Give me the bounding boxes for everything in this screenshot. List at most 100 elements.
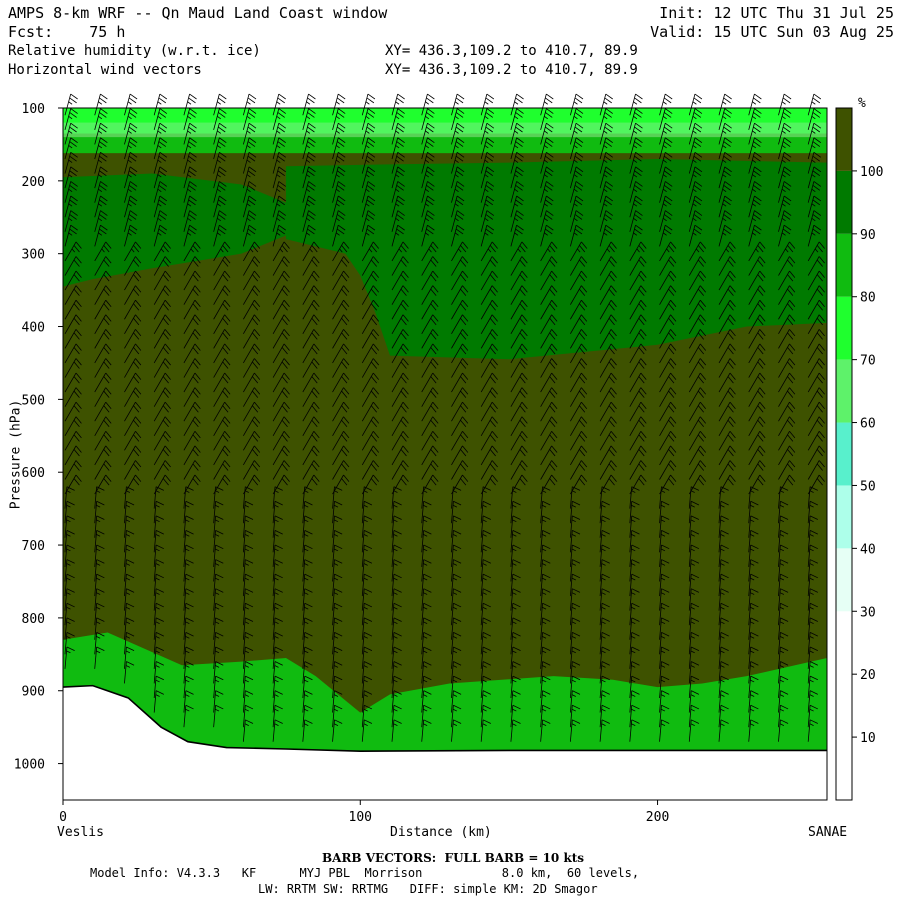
wind-barb	[778, 431, 796, 451]
wind-barb	[64, 559, 75, 582]
wind-barb	[124, 329, 142, 349]
wind-barb	[659, 661, 670, 684]
wind-barb	[272, 675, 283, 699]
wind-barb	[480, 256, 498, 276]
wind-barb	[153, 588, 164, 611]
wind-barb	[688, 617, 700, 640]
wind-barb	[629, 387, 647, 407]
wind-barb	[361, 559, 373, 582]
wind-barb	[242, 166, 257, 189]
wind-barb	[153, 544, 164, 567]
wind-barb	[510, 401, 528, 422]
wind-barb	[569, 166, 584, 189]
wind-barb	[510, 241, 528, 262]
wind-barb	[361, 93, 376, 116]
wind-barb	[243, 445, 261, 466]
wind-barb	[718, 181, 732, 203]
wind-barb	[391, 486, 402, 509]
wind-barb	[451, 241, 469, 262]
wind-barb	[688, 602, 700, 626]
wind-barb	[599, 241, 617, 262]
wind-barb	[64, 486, 75, 509]
wind-barb	[243, 431, 261, 451]
wind-barb	[629, 195, 643, 218]
wind-barb	[718, 401, 736, 422]
wind-barb	[332, 704, 343, 728]
wind-barb	[510, 445, 528, 466]
wind-barb	[778, 108, 792, 130]
wind-barb	[361, 329, 380, 349]
wind-barb	[569, 602, 581, 626]
wind-barb	[480, 573, 491, 597]
wind-barb	[599, 719, 610, 742]
wind-barb	[599, 460, 617, 480]
wind-barb	[659, 151, 673, 174]
wind-barb	[361, 181, 376, 203]
wind-barb	[361, 416, 380, 436]
wind-barb	[688, 445, 707, 466]
wind-barb	[540, 343, 558, 364]
wind-barb	[124, 224, 138, 247]
wind-barb	[361, 299, 380, 320]
colorbar-label: 80	[860, 291, 876, 306]
wind-barb	[599, 299, 617, 320]
wind-barb	[807, 166, 822, 189]
wind-barb	[570, 416, 588, 436]
wind-barb	[124, 285, 142, 305]
wind-barb	[124, 372, 142, 393]
wind-barb	[540, 460, 558, 480]
wind-barb	[153, 500, 164, 524]
wind-barb	[242, 632, 254, 655]
wind-barb	[510, 358, 528, 378]
wind-barb	[718, 343, 736, 364]
wind-barb	[153, 416, 171, 436]
wind-barb	[124, 93, 138, 116]
colorbar-bin	[836, 422, 852, 486]
wind-barb	[94, 646, 105, 669]
wind-barb	[540, 500, 551, 524]
wind-barb	[421, 401, 439, 422]
wind-barb	[718, 256, 736, 276]
wind-barb	[421, 445, 439, 466]
wind-barb	[570, 460, 588, 480]
wind-barb	[242, 195, 257, 218]
wind-barb	[153, 690, 164, 713]
wind-barb	[361, 210, 376, 232]
wind-barb	[421, 675, 432, 699]
wind-barb	[807, 416, 825, 436]
wind-barb	[183, 500, 194, 524]
wind-barb	[748, 559, 759, 582]
wind-barb	[64, 387, 82, 407]
wind-barb	[421, 241, 439, 262]
wind-barb	[213, 690, 224, 713]
wind-barb	[153, 387, 171, 407]
wind-barb	[451, 122, 465, 145]
wind-barb	[213, 460, 231, 480]
wind-barb	[480, 460, 498, 480]
field-2-name: Horizontal wind vectors	[8, 62, 202, 78]
wind-barb	[748, 270, 766, 291]
wind-barb	[183, 559, 194, 582]
wind-barb	[94, 573, 105, 597]
wind-barb	[302, 299, 320, 320]
wind-barb	[688, 181, 703, 203]
wind-barb	[480, 358, 498, 378]
wind-barb	[688, 224, 703, 247]
wind-barb	[540, 224, 554, 247]
wind-barb	[183, 416, 201, 436]
wind-barb	[391, 108, 405, 130]
wind-barb	[332, 314, 350, 335]
wind-barb	[64, 151, 78, 174]
wind-barb	[391, 431, 409, 451]
wind-barb	[718, 372, 736, 393]
wind-barb	[510, 151, 524, 174]
wind-barb	[480, 401, 498, 422]
wind-barb	[510, 387, 528, 407]
wind-barb	[659, 559, 670, 582]
wind-barb	[302, 675, 313, 699]
wind-barb	[510, 675, 521, 699]
wind-barb	[510, 329, 528, 349]
wind-barb	[243, 256, 261, 276]
wind-barb	[688, 256, 707, 276]
wind-barb	[778, 602, 789, 626]
